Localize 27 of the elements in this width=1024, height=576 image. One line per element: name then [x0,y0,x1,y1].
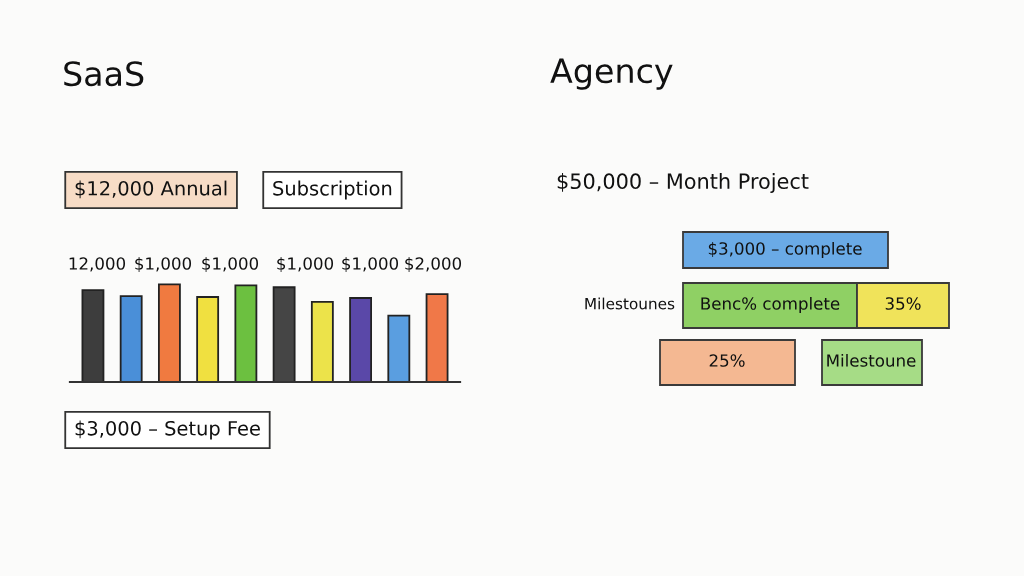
bar [157,283,181,382]
text: Agency [550,58,673,90]
text: $3,000 – complete [708,241,862,259]
chart-title: SaaS [64,61,144,87]
bar [119,295,143,382]
text: $1,000 [277,256,334,273]
text: $1,000 [342,256,399,273]
bar [425,293,449,382]
text: $50,000 – Month Project [557,172,809,194]
text: 35% [885,297,921,310]
text: Subscription [273,180,392,200]
bar [310,300,334,382]
bar [272,286,296,382]
text: $2,000 [405,256,462,273]
text: $1,000 [202,256,259,273]
text: Milestoune [827,353,916,367]
bar [196,296,220,382]
text: 12,000 [69,257,126,272]
bar [349,297,373,382]
text: Milestounes [585,297,675,310]
bar [387,314,411,382]
text: $3,000 – Setup Fee [75,420,260,440]
text: 25% [709,354,745,367]
text: $12,000 Annual [75,180,227,199]
bar [234,284,258,382]
text: $1,000 [135,256,192,273]
text: Benc% complete [701,296,840,314]
